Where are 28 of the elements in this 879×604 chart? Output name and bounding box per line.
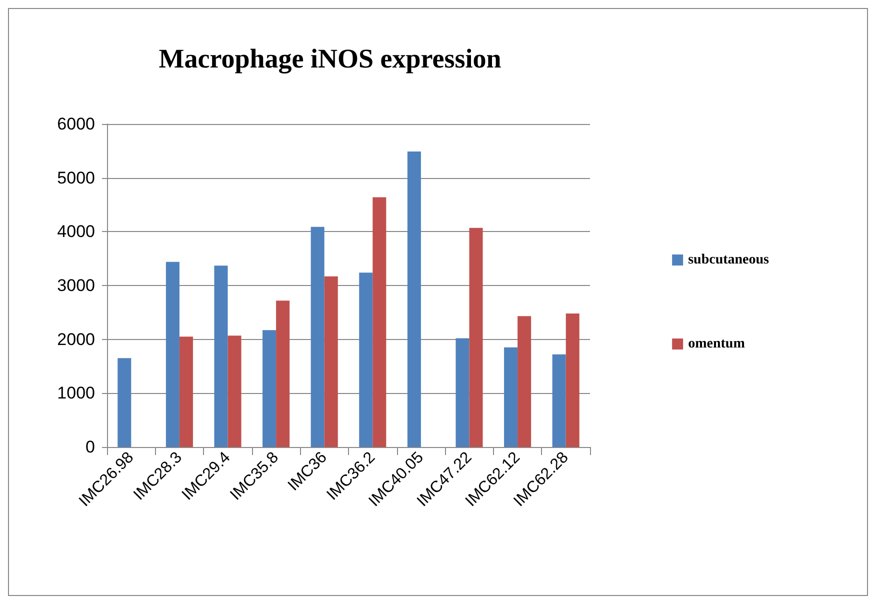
bar — [518, 316, 532, 447]
bar — [166, 262, 180, 447]
bar — [310, 226, 324, 447]
y-tick-label: 0 — [86, 438, 95, 456]
bar — [456, 338, 470, 447]
y-tick-label: 5000 — [57, 168, 95, 188]
y-tick-label: 4000 — [57, 222, 95, 242]
bar — [324, 276, 338, 447]
y-tick-label: 2000 — [57, 330, 95, 349]
bar — [228, 336, 242, 447]
bar — [372, 197, 386, 447]
y-tick-label: 1000 — [57, 384, 95, 403]
legend-label: subcutaneous — [688, 252, 770, 268]
bar — [469, 228, 483, 447]
bar — [566, 313, 580, 447]
bar — [504, 347, 518, 447]
y-tick-label: 6000 — [57, 114, 95, 134]
bar — [179, 336, 193, 447]
chart-title: Macrophage iNOS expression — [158, 44, 502, 74]
bar — [407, 151, 421, 447]
bar — [552, 354, 566, 447]
legend-label: omentum — [688, 336, 746, 352]
y-tick-label: 3000 — [57, 276, 95, 295]
bar — [262, 330, 276, 447]
bar — [214, 266, 228, 447]
bar — [118, 358, 132, 447]
bar — [359, 272, 373, 447]
bar — [276, 300, 290, 447]
